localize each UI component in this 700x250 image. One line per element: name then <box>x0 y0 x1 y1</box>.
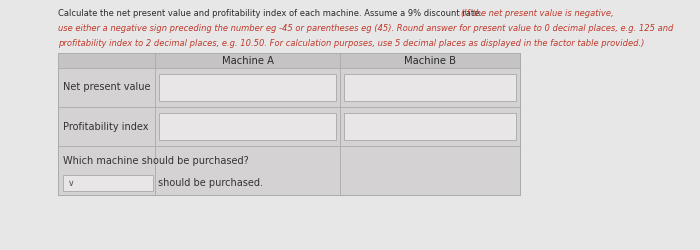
Text: Profitability index: Profitability index <box>63 122 148 132</box>
Text: Calculate the net present value and profitability index of each machine. Assume : Calculate the net present value and prof… <box>58 9 484 18</box>
Bar <box>159 113 336 140</box>
Text: use either a negative sign preceding the number eg -45 or parentheses eg (45). R: use either a negative sign preceding the… <box>58 24 673 33</box>
Bar <box>159 74 336 101</box>
Text: Which machine should be purchased?: Which machine should be purchased? <box>63 156 248 166</box>
Bar <box>63 175 153 191</box>
Bar <box>58 53 520 195</box>
Text: Machine B: Machine B <box>404 56 456 66</box>
Bar <box>58 53 520 68</box>
Bar <box>344 113 516 140</box>
Text: (If the net present value is negative,: (If the net present value is negative, <box>461 9 614 18</box>
Bar <box>344 74 516 101</box>
Text: should be purchased.: should be purchased. <box>158 178 263 188</box>
Bar <box>58 53 520 195</box>
Text: ∨: ∨ <box>68 178 74 188</box>
Text: Machine A: Machine A <box>221 56 274 66</box>
Text: profitability index to 2 decimal places, e.g. 10.50. For calculation purposes, u: profitability index to 2 decimal places,… <box>58 39 645 48</box>
Text: Net present value: Net present value <box>63 82 150 92</box>
